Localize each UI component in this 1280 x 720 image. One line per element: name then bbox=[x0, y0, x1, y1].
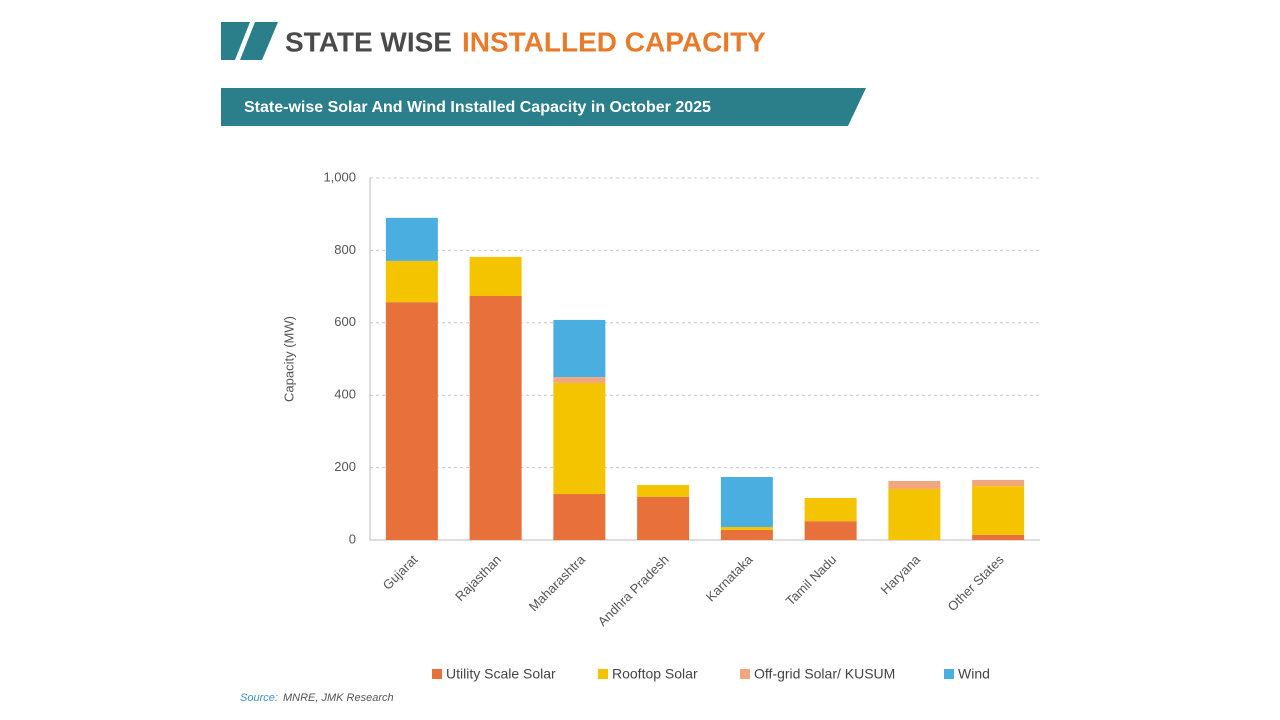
bar-segment bbox=[720, 526, 773, 530]
bar-segment bbox=[553, 494, 606, 540]
x-tick-label: Maharashtra bbox=[526, 551, 589, 614]
logo-mark bbox=[240, 22, 278, 60]
x-tick-label: Tamil Nadu bbox=[783, 552, 840, 609]
bar-segment bbox=[637, 484, 690, 497]
subtitle-banner bbox=[221, 88, 866, 126]
logo-mark bbox=[221, 22, 250, 60]
legend-swatch bbox=[432, 669, 442, 679]
legend-label: Rooftop Solar bbox=[612, 666, 698, 682]
legend-swatch bbox=[598, 669, 608, 679]
x-tick-label: Karnataka bbox=[703, 551, 756, 604]
y-tick-label: 800 bbox=[334, 242, 356, 257]
chart-title: State-wise Solar And Wind Installed Capa… bbox=[244, 99, 711, 116]
bar-segment bbox=[720, 477, 773, 527]
bar-segment bbox=[804, 521, 857, 540]
y-tick-label: 200 bbox=[334, 459, 356, 474]
bar-segment bbox=[553, 319, 606, 378]
x-tick-label: Gujarat bbox=[380, 552, 421, 593]
legend-label: Wind bbox=[958, 666, 990, 682]
x-tick-label: Andhra Pradesh bbox=[595, 552, 672, 629]
header-title: INSTALLED CAPACITY bbox=[462, 26, 766, 57]
bar-segment bbox=[804, 498, 857, 522]
x-tick-label: Other States bbox=[944, 552, 1007, 615]
bar-segment bbox=[888, 488, 941, 540]
y-axis-label: Capacity (MW) bbox=[281, 316, 296, 402]
bar-segment bbox=[553, 382, 606, 495]
legend-label: Off-grid Solar/ KUSUM bbox=[754, 666, 895, 682]
bar-segment bbox=[553, 377, 606, 383]
bar-segment bbox=[637, 496, 690, 540]
y-tick-label: 600 bbox=[334, 314, 356, 329]
y-tick-label: 1,000 bbox=[323, 169, 356, 184]
header-title: STATE WISE bbox=[285, 26, 452, 57]
x-tick-label: Rajasthan bbox=[452, 552, 504, 604]
bar-segment bbox=[469, 296, 522, 540]
y-tick-label: 400 bbox=[334, 387, 356, 402]
bar-segment bbox=[888, 480, 941, 489]
x-tick-label: Haryana bbox=[878, 551, 924, 597]
bar-segment bbox=[385, 217, 438, 261]
y-tick-label: 0 bbox=[349, 531, 356, 546]
bar-segment bbox=[972, 534, 1025, 540]
legend-swatch bbox=[944, 669, 954, 679]
legend-swatch bbox=[740, 669, 750, 679]
bar-segment bbox=[385, 302, 438, 540]
source-text: MNRE, JMK Research bbox=[283, 692, 394, 704]
bar-segment bbox=[972, 486, 1025, 535]
bar-segment bbox=[469, 256, 522, 297]
bar-segment bbox=[720, 529, 773, 540]
source-label: Source: bbox=[240, 692, 278, 704]
bar-segment bbox=[385, 260, 438, 303]
legend-label: Utility Scale Solar bbox=[446, 666, 556, 682]
bar-segment bbox=[972, 479, 1025, 487]
